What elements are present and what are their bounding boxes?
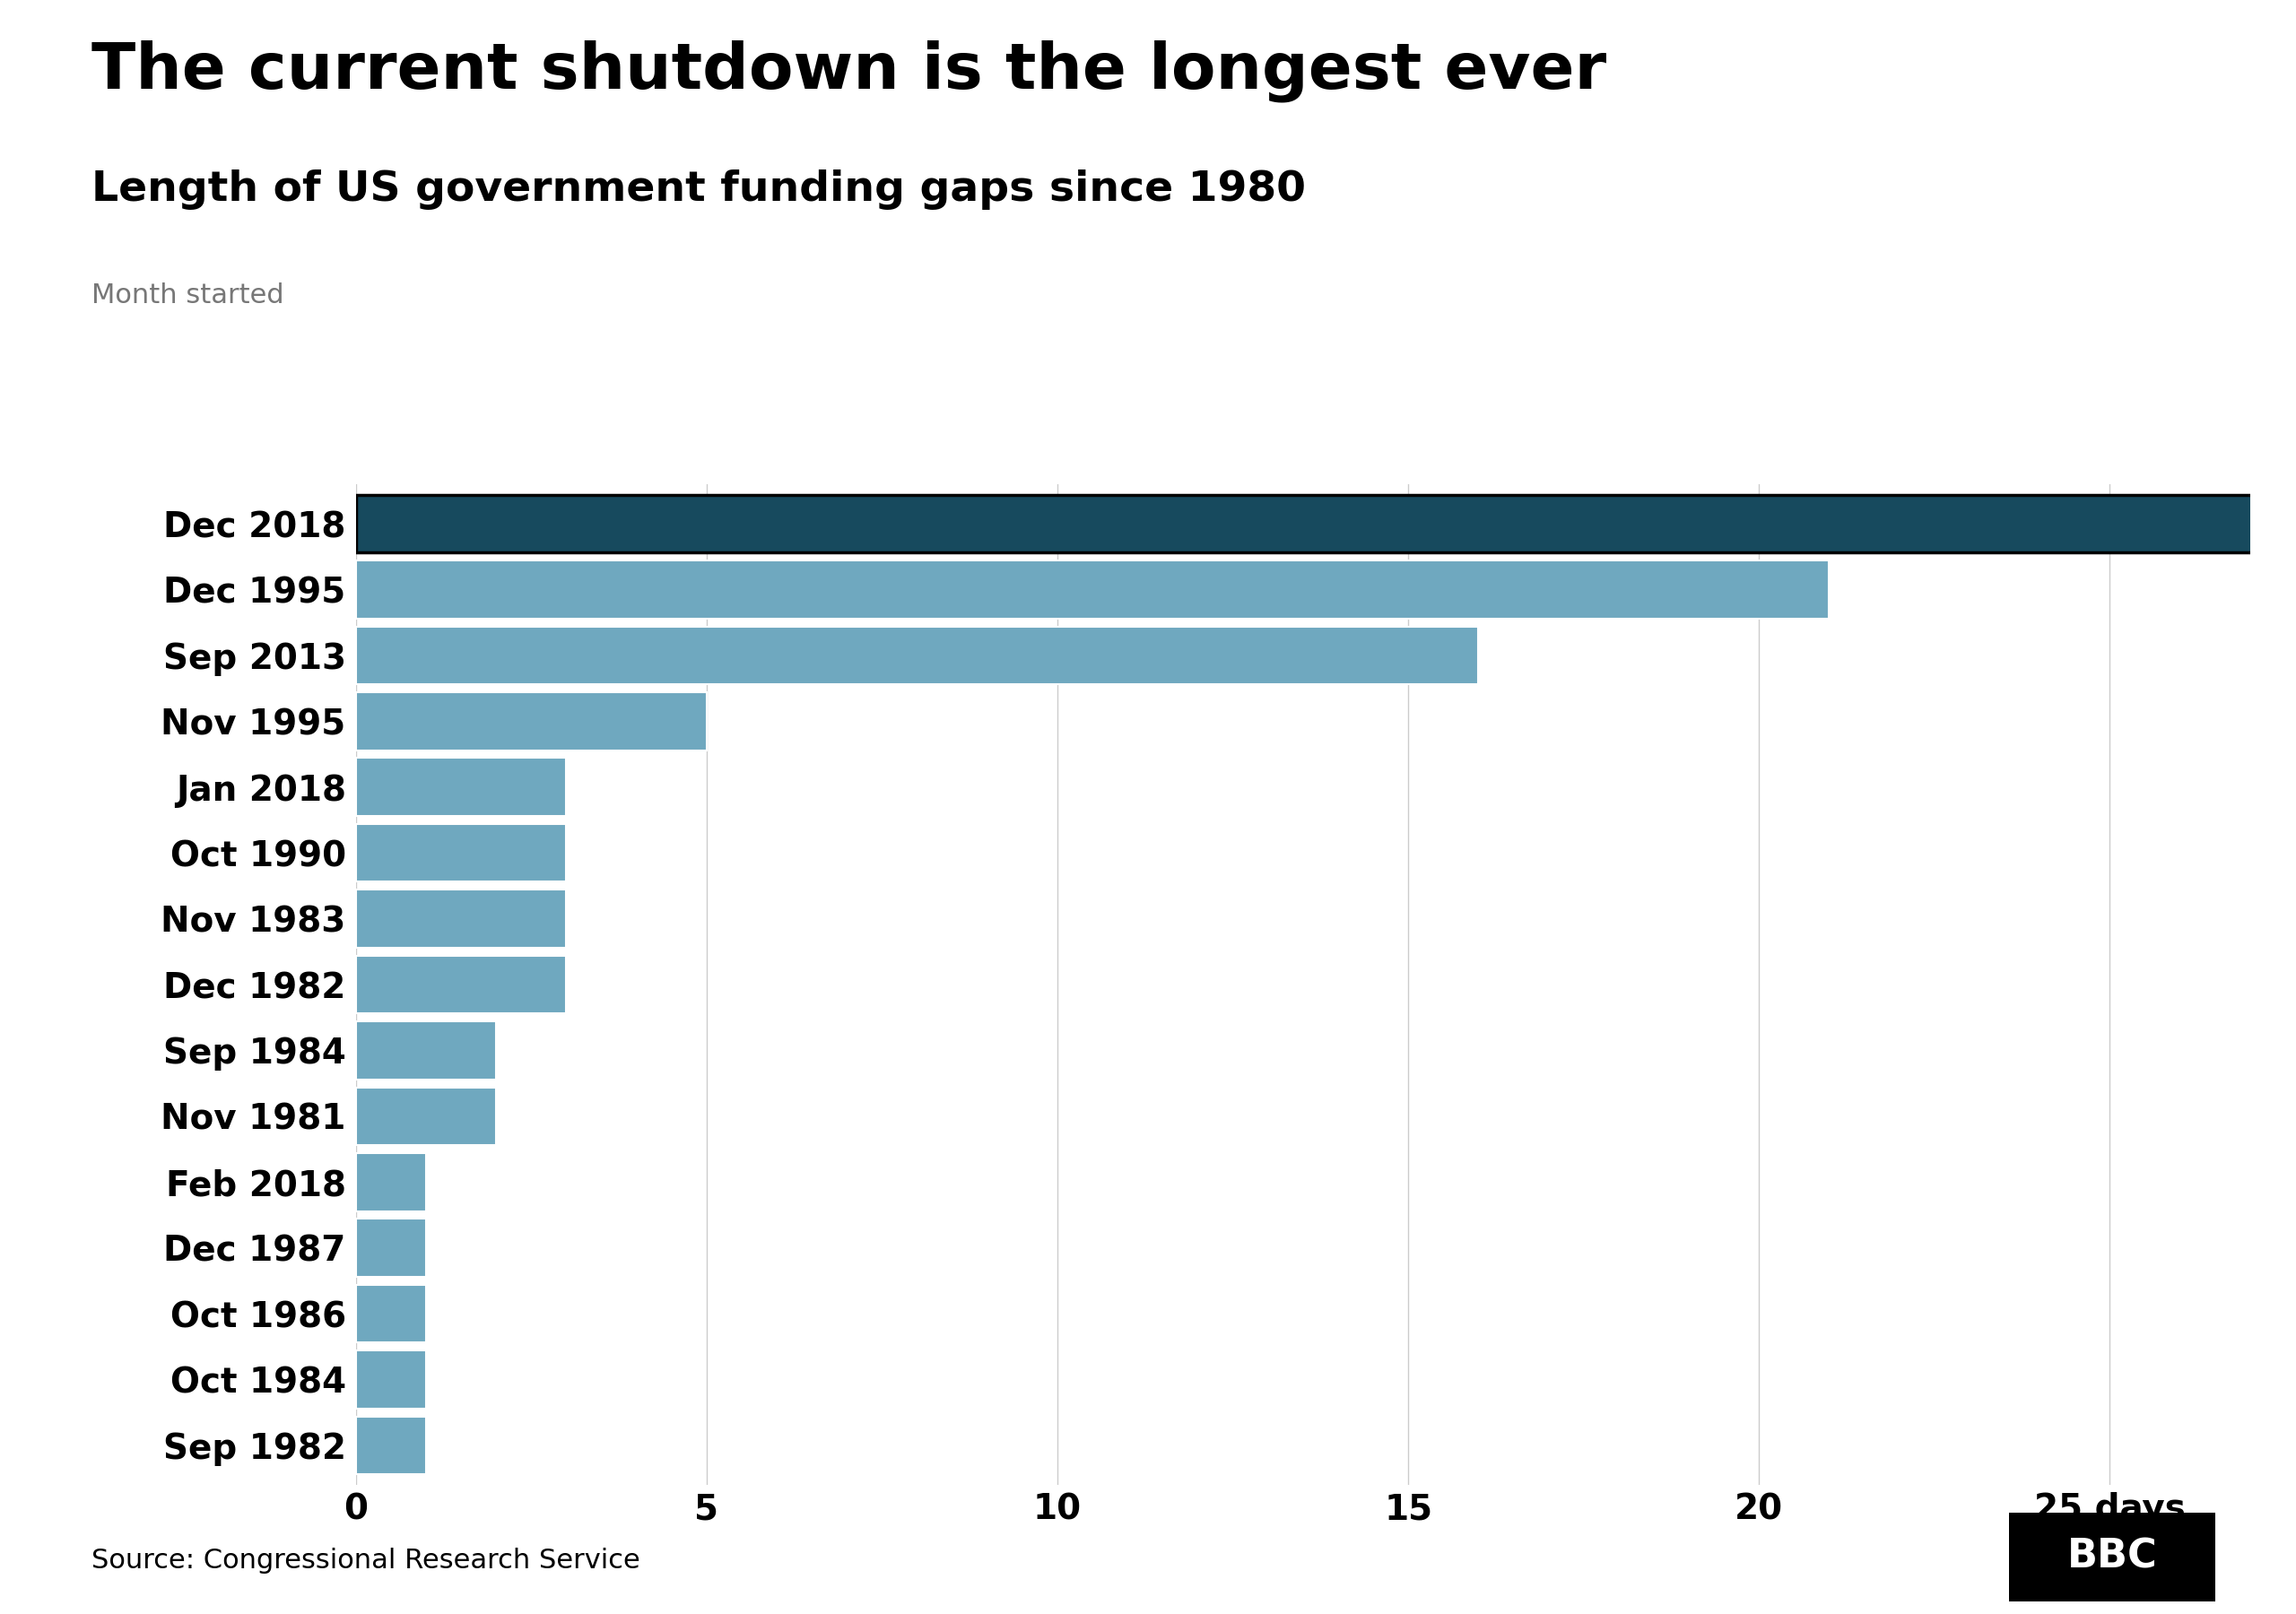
Bar	[356, 955, 567, 1014]
Text: Length of US government funding gaps since 1980: Length of US government funding gaps sin…	[92, 169, 1306, 210]
Bar	[356, 1219, 427, 1277]
Bar	[356, 889, 567, 947]
Bar	[356, 692, 707, 751]
Bar	[356, 1285, 427, 1343]
Text: Source: Congressional Research Service: Source: Congressional Research Service	[92, 1548, 641, 1574]
Bar	[356, 823, 567, 881]
Bar	[356, 1152, 427, 1210]
Bar	[356, 1088, 496, 1146]
Bar	[356, 1417, 427, 1474]
Text: The current shutdown is the longest ever: The current shutdown is the longest ever	[92, 40, 1607, 103]
Text: Month started: Month started	[92, 282, 285, 308]
Text: BBC: BBC	[2066, 1538, 2158, 1575]
Bar	[356, 495, 2296, 552]
Bar	[356, 759, 567, 817]
Bar	[356, 1022, 496, 1080]
Bar	[356, 626, 1479, 684]
Bar	[356, 1351, 427, 1409]
Bar	[356, 560, 1830, 618]
